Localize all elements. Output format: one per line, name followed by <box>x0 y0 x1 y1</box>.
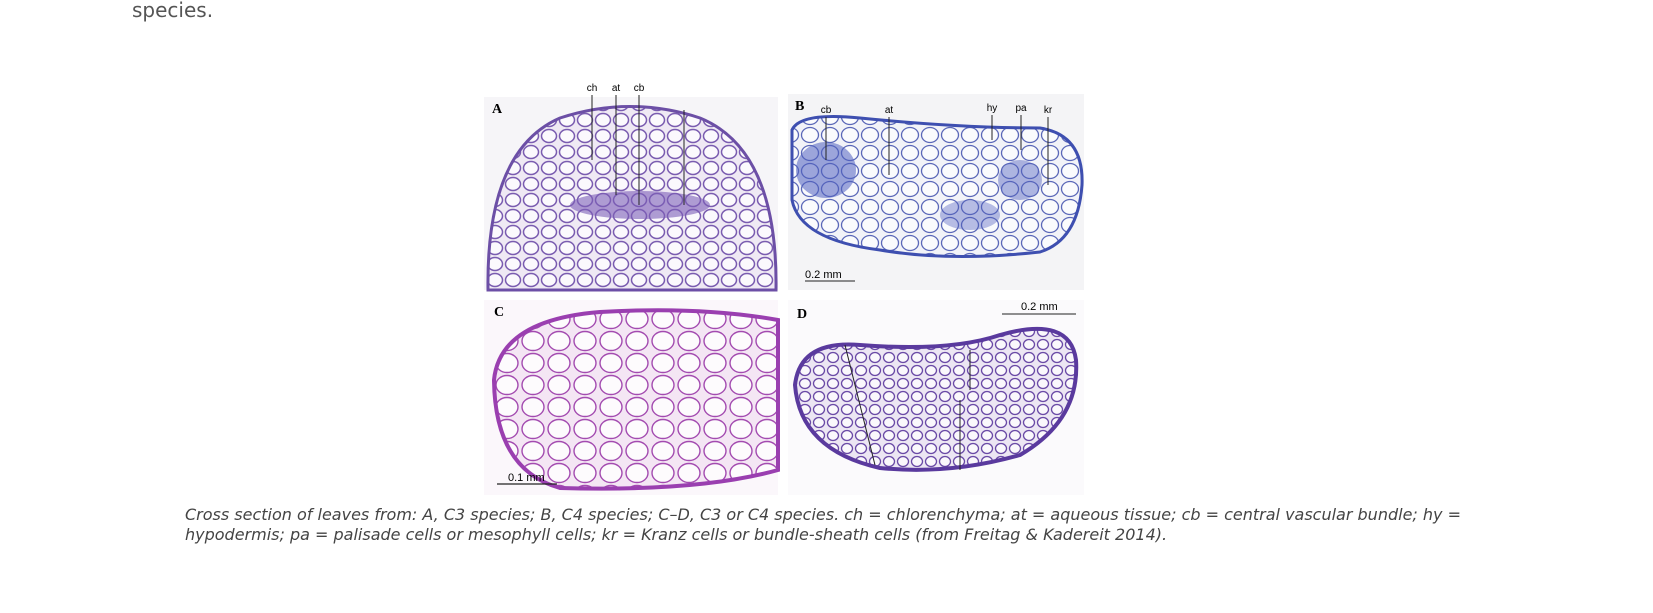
panel-label: D <box>797 307 807 322</box>
caption: Cross section of leaves from: A, C3 spec… <box>185 505 1461 524</box>
annotation: hy <box>987 103 998 114</box>
annotation: pa <box>1015 103 1027 114</box>
annotation: ch <box>587 83 598 94</box>
text-fragment: species. <box>132 0 214 22</box>
panel-label: A <box>492 102 503 117</box>
panel-c: C 0.1 mm <box>484 300 780 495</box>
annotation: at <box>612 83 621 94</box>
panel-label: B <box>795 99 804 114</box>
scale-bar-label: 0.2 mm <box>1021 301 1058 313</box>
annotation: cb <box>821 105 832 116</box>
panel-b: B cb at hy pa kr 0.2 mm <box>788 94 1084 290</box>
panel-a: A ch at cb <box>484 83 778 292</box>
panel-d: D 0.2 mm <box>788 300 1084 495</box>
panel-label: C <box>494 305 504 320</box>
annotation: kr <box>1044 105 1053 116</box>
scale-bar-label: 0.1 mm <box>508 472 545 484</box>
figure: A ch at cb B cb at hy pa kr 0.2 mm C 0.1… <box>484 83 1084 495</box>
scale-bar-label: 0.2 mm <box>805 269 842 281</box>
annotation: at <box>885 105 894 116</box>
caption: hypodermis; pa = palisade cells or mesop… <box>185 525 1168 544</box>
annotation: cb <box>634 83 645 94</box>
